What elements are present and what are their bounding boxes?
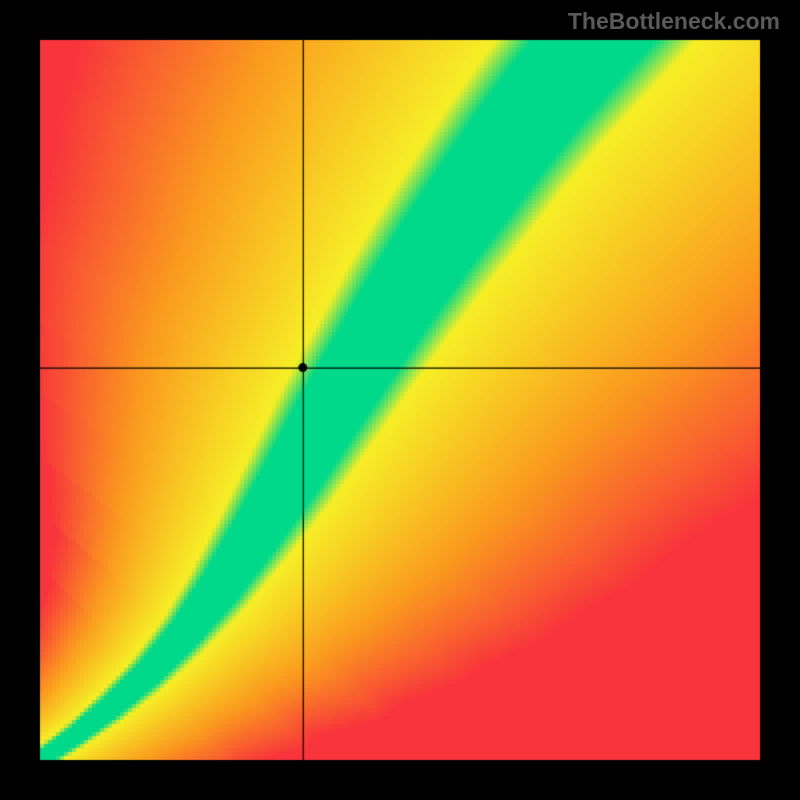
bottleneck-heatmap xyxy=(0,0,800,800)
watermark-text: TheBottleneck.com xyxy=(568,8,780,35)
